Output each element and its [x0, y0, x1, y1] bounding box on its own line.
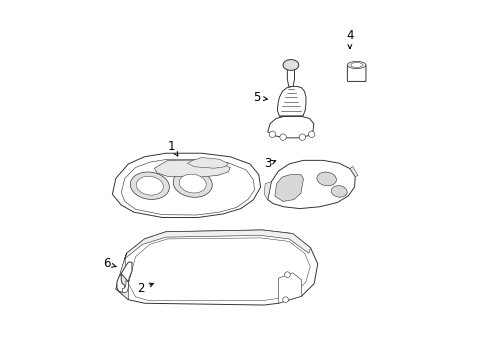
- Text: 1: 1: [167, 140, 178, 156]
- Text: 4: 4: [346, 29, 353, 49]
- Circle shape: [282, 297, 288, 302]
- Circle shape: [308, 131, 314, 138]
- Polygon shape: [264, 182, 271, 200]
- Ellipse shape: [330, 186, 346, 197]
- Ellipse shape: [316, 172, 336, 186]
- Polygon shape: [112, 153, 260, 217]
- Polygon shape: [121, 262, 132, 282]
- Circle shape: [299, 134, 305, 140]
- Polygon shape: [121, 159, 254, 215]
- Polygon shape: [179, 174, 206, 193]
- Text: 2: 2: [137, 283, 153, 296]
- Polygon shape: [274, 175, 303, 202]
- Polygon shape: [350, 63, 362, 67]
- Text: 3: 3: [264, 157, 275, 170]
- Polygon shape: [267, 116, 313, 138]
- Circle shape: [279, 134, 285, 140]
- Polygon shape: [122, 281, 128, 293]
- Polygon shape: [278, 273, 301, 303]
- Polygon shape: [349, 166, 357, 176]
- Polygon shape: [154, 160, 230, 177]
- Circle shape: [284, 272, 290, 278]
- Text: 5: 5: [253, 91, 267, 104]
- Polygon shape: [283, 60, 298, 70]
- Polygon shape: [287, 67, 294, 86]
- Circle shape: [268, 131, 275, 138]
- Polygon shape: [116, 230, 317, 305]
- Polygon shape: [346, 62, 365, 68]
- Text: 6: 6: [103, 257, 116, 270]
- Polygon shape: [277, 86, 305, 116]
- Polygon shape: [136, 176, 163, 195]
- Polygon shape: [124, 230, 310, 258]
- Polygon shape: [116, 253, 128, 300]
- Polygon shape: [117, 274, 124, 292]
- Polygon shape: [267, 160, 354, 208]
- Polygon shape: [130, 172, 169, 199]
- Polygon shape: [173, 170, 212, 197]
- Polygon shape: [187, 157, 228, 168]
- FancyBboxPatch shape: [346, 65, 365, 81]
